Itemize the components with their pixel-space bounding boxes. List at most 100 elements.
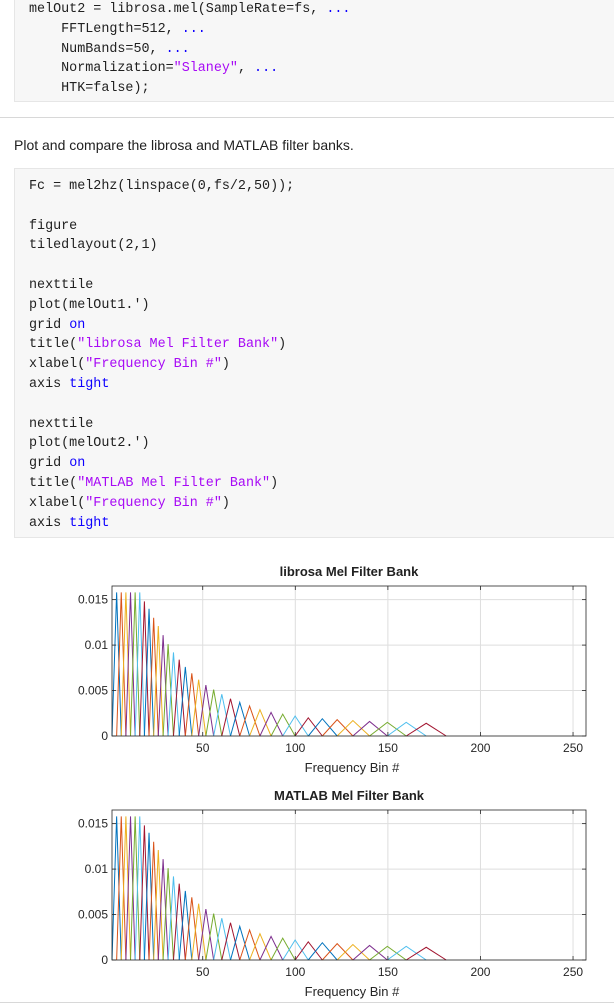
section-divider [0,117,614,118]
code-line: Fc = mel2hz(linspace(0,fs/2,50)); [29,177,614,197]
chart-title: MATLAB Mel Filter Bank [274,788,425,803]
code-token: xlabel( [29,357,86,373]
code-token: Normalization= [29,61,174,77]
filter-series-line [369,721,407,737]
code-line [29,256,614,276]
code-token: tiledlayout(2,1) [29,238,158,254]
filter-series-line [259,935,284,961]
filter-series-line [387,945,427,961]
code-token: ... [181,21,206,37]
x-tick-label: 100 [285,741,305,755]
code-token: ... [326,2,351,17]
filter-series-line [162,868,174,961]
x-tick-label: 150 [378,965,398,979]
code-line: FFTLength=512, ... [29,20,614,40]
filter-series-line [221,698,241,737]
filter-series-line [307,717,338,737]
code-line: grid on [29,454,614,474]
filter-series-line [221,922,241,961]
code-line [29,395,614,415]
x-tick-label: 250 [563,965,583,979]
y-tick-label: 0.015 [78,817,108,831]
filter-series-line [213,694,231,737]
y-tick-label: 0.005 [78,908,108,922]
filter-series-line [405,946,447,961]
code-token: ... [254,61,279,77]
x-tick-label: 50 [196,965,210,979]
axes-box [111,585,587,737]
filter-series-line [139,825,150,961]
code-line: nexttile [29,415,614,435]
filter-series-line [157,859,169,961]
filter-series-line [282,715,309,737]
filter-series-line [148,617,159,737]
y-tick-label: 0.005 [78,684,108,698]
filter-series-line [307,941,338,961]
x-axis-label: Frequency Bin # [305,760,400,775]
y-tick-label: 0 [101,953,108,967]
plot-librosa: librosa Mel Filter Bank 50 100 150 200 250 0 0.… [78,564,587,775]
code-line: melOut2 = librosa.mel(SampleRate=fs, ... [29,0,614,20]
filter-series-line [191,679,207,737]
code-cell-mel-out2[interactable]: melOut2 = librosa.mel(SampleRate=fs, ...… [14,0,614,102]
filter-series-line [270,937,296,961]
description-text: Plot and compare the librosa and MATLAB … [14,137,354,153]
filter-series-line [230,924,251,961]
code-token: "MATLAB Mel Filter Bank" [77,475,271,491]
code-line [29,197,614,217]
chart-title: librosa Mel Filter Bank [280,564,419,579]
code-token: xlabel( [29,495,86,511]
x-tick-label: 200 [470,965,490,979]
filter-series-line [111,816,122,961]
filter-series-line [134,592,145,737]
filter-series-line [336,943,370,961]
code-line: title("librosa Mel Filter Bank") [29,335,614,355]
filter-series-line [143,832,155,961]
filter-series-line [178,666,193,737]
filter-series-line [352,944,388,961]
filter-series-line [172,883,186,961]
filter-series-line [134,816,145,961]
code-cell-plot[interactable]: Fc = mel2hz(linspace(0,fs/2,50)); figure t… [14,168,614,538]
code-token: title( [29,475,78,491]
code-token: ) [221,357,230,373]
filter-series-line [239,928,261,961]
filter-series-line [116,592,127,737]
filter-series-line [259,711,284,737]
plot-matlab: MATLAB Mel Filter Bank 50 100 150 200 250 0 0.0… [78,788,587,999]
filter-series-line [270,713,296,737]
filter-series-line [167,876,180,961]
filter-series-line [249,708,272,737]
code-line: xlabel("Frequency Bin #") [29,355,614,375]
filter-series-line [130,592,141,737]
filter-series-line [198,909,215,961]
figure-mel-filter-banks: librosa Mel Filter Bank 50 100 150 200 250 0 0.… [78,564,587,999]
code-token: , [237,61,255,77]
filter-series-line [143,608,155,737]
code-token: HTK=false); [29,81,150,97]
filter-series-line [167,652,180,737]
code-token: Fc = mel2hz(linspace(0,fs/2,50)); [29,179,295,194]
y-tick-label: 0.015 [78,593,108,607]
filter-series-line [294,716,323,737]
filter-series-line [352,720,388,737]
plot-area [112,586,586,736]
code-token: plot(melOut1.') [29,297,150,313]
code-token: FFTLength=512, [29,21,182,37]
x-axis-label: Frequency Bin # [305,984,400,999]
filter-series-line [294,940,323,961]
filter-series-line [111,592,122,737]
code-token: axis [29,376,70,392]
code-token: nexttile [29,277,94,293]
code-token: "Frequency Bin #" [85,495,222,511]
filter-series-line [198,685,215,737]
code-token: tight [69,515,110,531]
filter-series-line [249,932,272,961]
code-token: "librosa Mel Filter Bank" [77,337,279,353]
code-token: melOut2 = librosa.mel(SampleRate=fs, [29,2,327,17]
plot-area [112,810,586,960]
filter-series-line [172,659,186,737]
code-token: ) [221,495,230,511]
code-line: HTK=false); [29,79,614,99]
code-line: plot(melOut2.') [29,434,614,454]
